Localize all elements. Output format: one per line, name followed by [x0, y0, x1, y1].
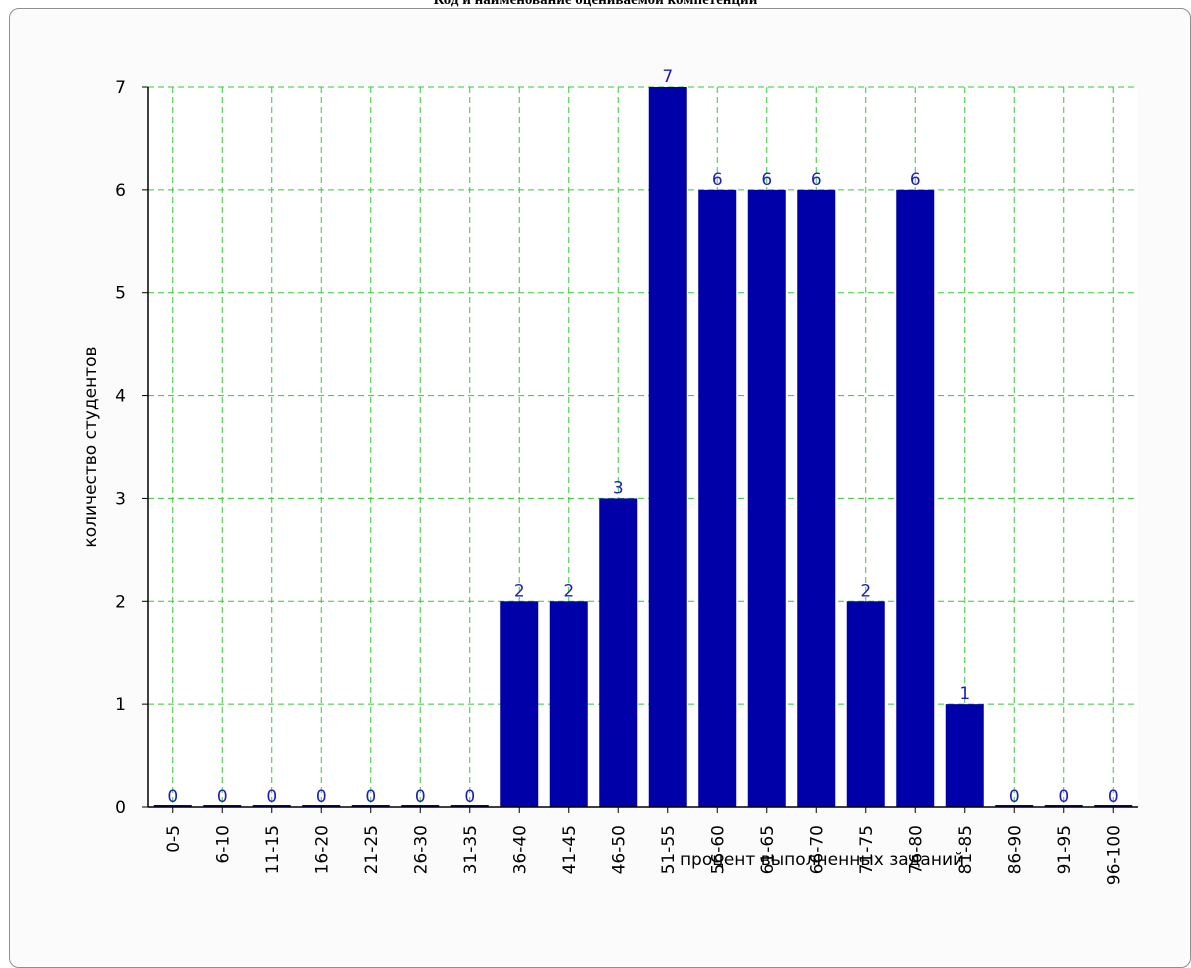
data-label: 6 — [761, 170, 772, 190]
y-tick-label: 7 — [115, 78, 126, 98]
x-tick-labels: 0-5 6-10 11-15 16-20 21-25 26-30 31-35 36-40 41-… — [164, 825, 1125, 885]
data-label: 1 — [959, 684, 970, 704]
bar — [698, 189, 737, 807]
y-tick-label: 1 — [115, 695, 126, 715]
data-label: 6 — [910, 170, 921, 190]
data-label: 0 — [415, 787, 426, 807]
x-tick-label: 51-55 — [659, 825, 679, 874]
y-tick-label: 0 — [115, 798, 126, 818]
data-label: 0 — [266, 787, 277, 807]
data-label: 0 — [464, 787, 475, 807]
data-label: 2 — [563, 581, 574, 601]
data-label: 2 — [860, 581, 871, 601]
x-tick-label: 46-50 — [609, 825, 629, 874]
x-tick-label: 36-40 — [510, 825, 530, 874]
x-tick-label: 61-65 — [758, 825, 778, 874]
data-label: 3 — [613, 478, 624, 498]
bar — [896, 189, 935, 807]
bar — [153, 805, 192, 807]
bar — [846, 601, 885, 807]
data-label: 0 — [217, 787, 228, 807]
data-label: 0 — [1108, 787, 1119, 807]
bar — [648, 87, 687, 807]
x-tick-label: 66-70 — [807, 825, 827, 874]
x-tick-label: 76-80 — [906, 825, 926, 874]
bars — [153, 87, 1133, 807]
x-tick-label: 11-15 — [263, 825, 283, 874]
y-tick-label: 5 — [115, 284, 126, 304]
x-tick-label: 21-25 — [362, 825, 382, 874]
x-tick-label: 91-95 — [1055, 825, 1075, 874]
x-tick-label: 16-20 — [312, 825, 332, 874]
x-tick-label: 26-30 — [411, 825, 431, 874]
bar — [401, 805, 440, 807]
bar — [252, 805, 291, 807]
bar — [203, 805, 242, 807]
data-label: 6 — [712, 170, 723, 190]
data-label: 0 — [167, 787, 178, 807]
bar — [747, 189, 786, 807]
axes — [142, 86, 1138, 813]
bar — [1094, 805, 1133, 807]
page-title: Код и наименование оцениваемой компетенц… — [433, 0, 758, 8]
x-tick-label: 71-75 — [857, 825, 877, 874]
data-label: 2 — [514, 581, 525, 601]
data-label: 0 — [1009, 787, 1020, 807]
plot-area — [148, 87, 1138, 807]
x-tick-label: 0-5 — [164, 825, 184, 853]
x-tick-label: 81-85 — [956, 825, 976, 874]
bar — [549, 601, 588, 807]
y-tick-label: 3 — [115, 489, 126, 509]
bar — [995, 805, 1034, 807]
x-tick-label: 41-45 — [560, 825, 580, 874]
y-tick-label: 4 — [115, 387, 126, 407]
data-label: 0 — [316, 787, 327, 807]
bar — [797, 189, 836, 807]
y-tick-label: 6 — [115, 181, 126, 201]
data-label: 0 — [1058, 787, 1069, 807]
bar — [599, 498, 638, 807]
bar — [1044, 805, 1083, 807]
data-label: 7 — [662, 67, 673, 87]
bar — [945, 704, 984, 807]
bar — [450, 805, 489, 807]
x-tick-label: 86-90 — [1005, 825, 1025, 874]
x-tick-label: 56-60 — [708, 825, 728, 874]
y-tick-label: 2 — [115, 592, 126, 612]
bar — [500, 601, 539, 807]
x-tick-label: 96-100 — [1104, 825, 1124, 885]
x-tick-label: 6-10 — [213, 825, 233, 864]
y-axis-title: количество студентов — [81, 346, 101, 547]
data-label: 0 — [365, 787, 376, 807]
y-tick-labels: 0 1 2 3 4 5 6 7 — [115, 78, 126, 818]
x-axis-title: процент выполненных заданий — [680, 850, 964, 870]
data-label: 6 — [811, 170, 822, 190]
bar — [302, 805, 341, 807]
x-tick-label: 31-35 — [461, 825, 481, 874]
bar — [351, 805, 390, 807]
